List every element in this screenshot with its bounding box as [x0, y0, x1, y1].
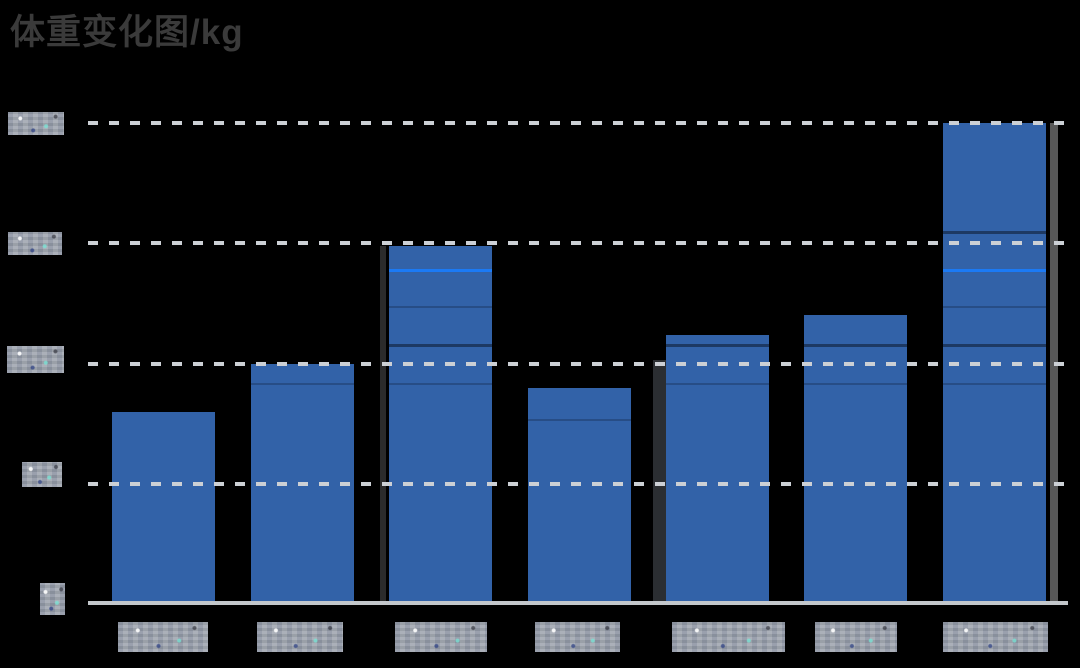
bar-4 [528, 387, 631, 604]
bar-divider-line [528, 419, 631, 422]
bar-divider-line [666, 383, 769, 386]
artifact-strip-left-of-bar-3 [380, 246, 386, 602]
bar-divider-line [943, 343, 1046, 347]
x-tick-label-mosaic-1 [118, 622, 208, 652]
y-tick-label-mosaic-150 [8, 232, 62, 255]
bar-divider-line [943, 306, 1046, 309]
bar-divider-line [804, 383, 907, 386]
x-axis-line [88, 601, 1068, 605]
artifact-strip-left-of-bar-5 [653, 360, 666, 602]
bar-divider-line [943, 230, 1046, 234]
y-tick-label-mosaic-200 [8, 112, 64, 135]
chart-title: 体重变化图/kg [10, 13, 244, 52]
bar-5 [666, 334, 769, 604]
gridline-150 [88, 241, 1068, 246]
bar-1 [112, 411, 215, 604]
y-tick-label-mosaic-0 [40, 583, 65, 615]
x-tick-label-mosaic-2 [257, 622, 343, 652]
y-tick-label-mosaic-50 [22, 462, 62, 487]
gridline-50 [88, 481, 1068, 486]
bar-divider-line [389, 269, 492, 273]
bar-divider-line [943, 269, 1046, 273]
bar-divider-line [804, 343, 907, 347]
bar-6 [804, 315, 907, 604]
bar-divider-line [251, 383, 354, 386]
y-tick-label-mosaic-100 [7, 346, 64, 373]
bar-3 [389, 245, 492, 604]
bar-divider-line [943, 383, 1046, 386]
bar-divider-line [389, 306, 492, 309]
x-tick-label-mosaic-6 [815, 622, 897, 652]
x-tick-label-mosaic-3 [395, 622, 487, 652]
x-tick-label-mosaic-7 [943, 622, 1048, 652]
bar-divider-line [666, 343, 769, 347]
gridline-200 [88, 121, 1068, 125]
gridline-100 [88, 361, 1068, 366]
x-tick-label-mosaic-5 [672, 622, 785, 652]
bar-divider-line [389, 343, 492, 347]
x-tick-label-mosaic-4 [535, 622, 620, 652]
bar-divider-line [389, 383, 492, 386]
